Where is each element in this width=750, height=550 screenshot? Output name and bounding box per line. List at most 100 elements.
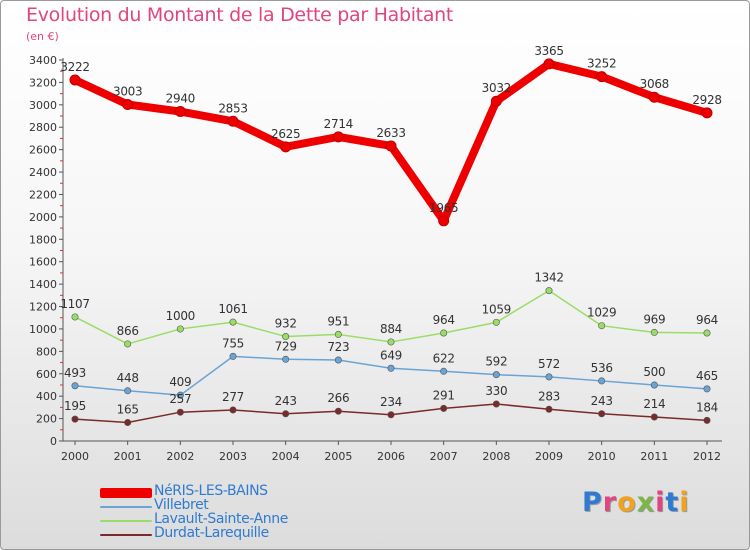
data-label: 1029	[587, 306, 616, 320]
data-label: 1061	[218, 302, 247, 316]
data-point	[492, 318, 500, 326]
y-tick-label: 200	[36, 413, 57, 426]
data-label: 755	[222, 336, 244, 350]
x-tick-label: 2011	[640, 450, 668, 463]
data-point	[545, 287, 553, 295]
data-label: 1107	[60, 297, 89, 311]
data-point	[490, 95, 502, 107]
x-tick-label: 2009	[535, 450, 563, 463]
data-label: 409	[169, 375, 191, 389]
data-point	[440, 367, 448, 375]
y-tick-label: 0	[50, 435, 57, 448]
data-point	[229, 352, 237, 360]
data-point	[280, 141, 292, 153]
data-label: 493	[64, 366, 86, 380]
data-label: 266	[327, 391, 349, 405]
data-label: 592	[485, 355, 507, 369]
logo-letter: P	[582, 487, 603, 518]
data-point	[703, 385, 711, 393]
data-label: 1965	[429, 201, 458, 215]
data-point	[701, 107, 713, 119]
data-label: 649	[380, 348, 402, 362]
data-label: 3252	[587, 57, 616, 71]
data-point	[440, 404, 448, 412]
data-label: 2714	[324, 117, 353, 131]
data-point	[71, 382, 79, 390]
data-point	[69, 74, 81, 86]
data-point	[229, 406, 237, 414]
data-point	[227, 115, 239, 127]
legend-swatch	[100, 520, 152, 522]
x-tick-label: 2003	[219, 450, 247, 463]
logo-letter: i	[679, 487, 690, 518]
y-tick-label: 2000	[29, 211, 57, 224]
x-tick-label: 2000	[61, 450, 89, 463]
data-point	[176, 408, 184, 416]
data-point	[492, 400, 500, 408]
data-point	[334, 356, 342, 364]
data-point	[282, 355, 290, 363]
data-label: 622	[433, 351, 455, 365]
data-point	[440, 329, 448, 337]
data-label: 465	[696, 369, 718, 383]
chart-title: Evolution du Montant de la Dette par Hab…	[26, 4, 454, 26]
x-tick-label: 2008	[482, 450, 510, 463]
logo-letter: x	[636, 487, 656, 518]
data-label: 330	[485, 384, 507, 398]
y-tick-label: 2400	[29, 166, 57, 179]
logo-letter: r	[602, 487, 618, 518]
data-label: 729	[275, 339, 297, 353]
data-point	[598, 410, 606, 418]
data-label: 3003	[113, 84, 142, 98]
y-tick-label: 3000	[29, 99, 57, 112]
y-tick-label: 1200	[29, 301, 57, 314]
logo-letter: i	[655, 487, 666, 518]
data-label: 572	[538, 357, 560, 371]
data-label: 969	[643, 312, 665, 326]
data-label: 448	[117, 371, 139, 385]
y-tick-label: 800	[36, 345, 57, 358]
data-point	[334, 407, 342, 415]
data-point	[596, 71, 608, 83]
data-point	[176, 325, 184, 333]
data-label: 723	[327, 340, 349, 354]
data-point	[387, 411, 395, 419]
legend-swatch	[100, 506, 152, 508]
data-point	[492, 371, 500, 379]
data-label: 184	[696, 400, 718, 414]
data-label: 2853	[218, 101, 247, 115]
y-tick-label: 1000	[29, 323, 57, 336]
data-point	[650, 381, 658, 389]
data-point	[124, 419, 132, 427]
legend-swatch	[100, 534, 152, 536]
x-tick-label: 2004	[272, 450, 300, 463]
data-label: 3365	[534, 44, 563, 58]
data-point	[124, 340, 132, 348]
data-point	[543, 58, 555, 70]
legend-swatch	[100, 488, 152, 498]
x-tick-label: 2006	[377, 450, 405, 463]
data-label: 3068	[640, 77, 669, 91]
data-label: 951	[327, 314, 349, 328]
data-label: 964	[696, 313, 718, 327]
chart-subtitle: (en €)	[26, 30, 59, 43]
data-point	[650, 328, 658, 336]
legend-label: NéRIS-LES-BAINS	[154, 483, 268, 499]
y-tick-label: 2200	[29, 188, 57, 201]
data-label: 243	[275, 394, 297, 408]
data-label: 932	[275, 317, 297, 331]
data-label: 277	[222, 390, 244, 404]
legend-label: Villebret	[154, 497, 209, 513]
x-tick-label: 2005	[324, 450, 352, 463]
data-point	[387, 338, 395, 346]
data-point	[545, 405, 553, 413]
data-point	[598, 322, 606, 330]
x-tick-label: 2012	[693, 450, 721, 463]
proxiti-logo: Proxiti	[582, 487, 690, 518]
data-label: 291	[433, 388, 455, 402]
data-point	[71, 313, 79, 321]
data-label: 283	[538, 389, 560, 403]
data-label: 500	[643, 365, 665, 379]
data-point	[598, 377, 606, 385]
